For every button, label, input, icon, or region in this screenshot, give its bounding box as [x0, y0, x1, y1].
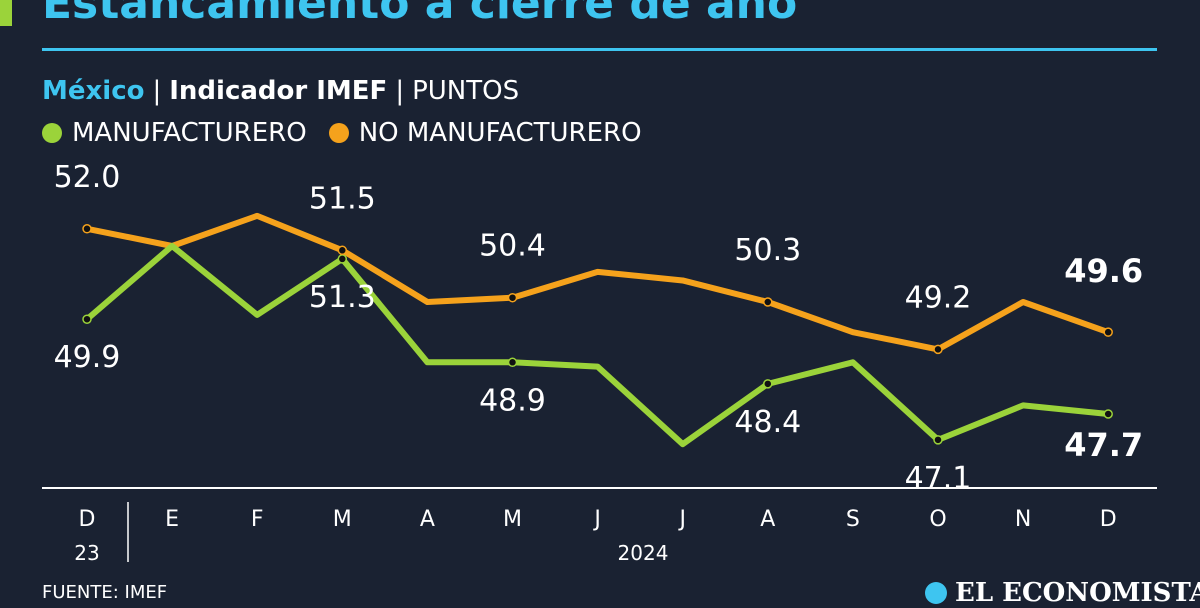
x-tick-label: E	[165, 507, 179, 532]
x-tick-label: J	[592, 507, 601, 532]
data-point-no-manufacturero	[763, 297, 773, 307]
x-tick-label: N	[1015, 507, 1031, 532]
data-point-manufacturero	[933, 435, 943, 445]
chart-title: Estancamiento a cierre de año	[42, 0, 798, 29]
brand-name: EL ECONOMISTA	[955, 578, 1200, 608]
data-label-no-manufacturero: 50.4	[479, 229, 546, 264]
source-note: FUENTE: IMEF	[42, 582, 168, 603]
data-point-no-manufacturero	[507, 292, 518, 303]
year-label: 23	[74, 541, 99, 565]
subtitle-indicator: Indicador IMEF	[169, 76, 388, 106]
legend-item-no-manufacturero: NO MANUFACTURERO	[328, 118, 642, 148]
x-tick-label: M	[503, 507, 522, 532]
data-point-no-manufacturero	[1103, 327, 1113, 337]
data-point-manufacturero	[507, 357, 518, 368]
data-label-manufacturero: 48.4	[734, 405, 801, 440]
brand-logo: EL ECONOMISTA	[925, 578, 1200, 608]
data-label-manufacturero: 51.3	[309, 280, 376, 315]
data-point-manufacturero	[82, 314, 92, 324]
data-point-manufacturero	[337, 254, 348, 264]
x-tick-label: S	[846, 507, 860, 532]
data-label-manufacturero: 48.9	[479, 383, 546, 418]
subtitle-unit: PUNTOS	[412, 76, 520, 106]
data-point-no-manufacturero	[933, 344, 943, 355]
legend-label-no-manufacturero: NO MANUFACTURERO	[358, 118, 642, 148]
subtitle-country: México	[42, 76, 145, 106]
x-tick-label: M	[333, 507, 352, 532]
data-label-manufacturero: 47.1	[905, 461, 972, 496]
x-tick-label: F	[251, 507, 264, 532]
title-rule	[42, 48, 1157, 51]
data-label-manufacturero: 47.7	[1064, 426, 1143, 464]
data-point-no-manufacturero	[82, 224, 92, 234]
data-point-manufacturero	[763, 379, 773, 389]
x-tick-label: D	[1100, 507, 1117, 532]
data-label-manufacturero: 49.9	[54, 340, 121, 375]
x-tick-label: O	[929, 507, 946, 532]
x-tick-label: A	[420, 507, 435, 532]
data-point-manufacturero	[1103, 409, 1113, 419]
data-label-no-manufacturero: 52.0	[54, 160, 121, 195]
legend-dot-no-manufacturero	[328, 123, 349, 143]
subtitle: México | Indicador IMEF | PUNTOS	[42, 76, 519, 106]
legend-item-manufacturero: MANUFACTURERO	[42, 118, 307, 148]
legend-label-manufacturero: MANUFACTURERO	[72, 118, 307, 148]
data-label-no-manufacturero: 49.6	[1064, 252, 1143, 290]
data-label-no-manufacturero: 49.2	[905, 280, 972, 315]
data-point-no-manufacturero	[337, 245, 348, 256]
title-accent-bar	[0, 0, 12, 26]
data-label-no-manufacturero: 50.3	[734, 233, 801, 268]
legend-dot-manufacturero	[42, 123, 62, 143]
x-tick-label: D	[79, 507, 96, 532]
legend: MANUFACTURERO NO MANUFACTURERO	[42, 118, 664, 148]
x-tick-label: A	[760, 507, 775, 532]
subtitle-separator: |	[152, 76, 162, 106]
year-label: 2024	[618, 541, 669, 565]
series-line-manufacturero	[84, 243, 1112, 448]
data-label-no-manufacturero: 51.5	[309, 181, 376, 216]
subtitle-separator: |	[395, 76, 405, 106]
x-tick-label: J	[677, 507, 686, 532]
brand-icon	[925, 582, 947, 604]
